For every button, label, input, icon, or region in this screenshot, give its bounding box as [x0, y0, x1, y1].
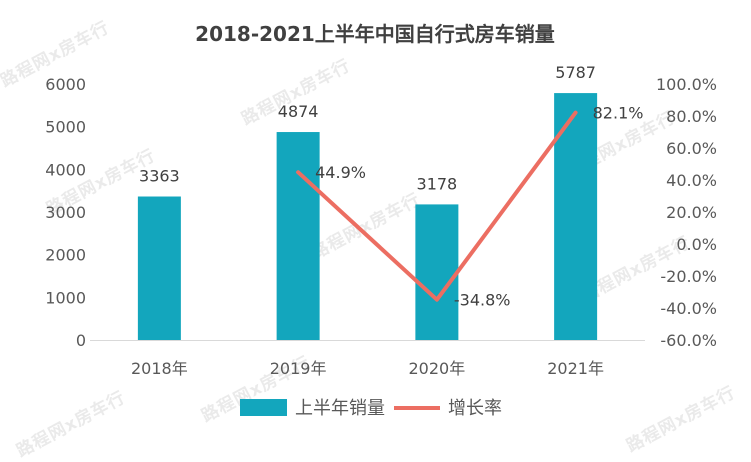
- line-data-labels: 44.9% -34.8% 82.1%: [315, 104, 643, 310]
- right-axis-tick-label: 40.0%: [666, 171, 717, 190]
- right-axis-tick-label: 100.0%: [656, 75, 717, 94]
- bar-data-labels: 3363 4874 3178 5787: [139, 63, 596, 193]
- line-data-label: -34.8%: [454, 291, 511, 310]
- legend-bar-label: 上半年销量: [295, 398, 385, 419]
- left-axis-tick-label: 0: [76, 331, 86, 350]
- legend: 上半年销量 增长率: [240, 398, 502, 419]
- bar-data-label: 3363: [139, 167, 180, 186]
- right-axis-tick-label: 0.0%: [676, 235, 717, 254]
- legend-line-label: 增长率: [448, 398, 502, 419]
- bar-data-label: 4874: [278, 102, 319, 121]
- legend-bar-swatch: [240, 399, 287, 416]
- left-axis-tick-label: 5000: [45, 118, 86, 137]
- bar: [276, 132, 320, 340]
- chart-canvas: 2018-2021上半年中国自行式房车销量 0 1000 2000 3000 4000 5…: [45, 22, 717, 419]
- x-axis-tick-label: 2021年: [547, 359, 604, 378]
- right-axis-tick-label: -20.0%: [660, 267, 717, 286]
- bar-data-label: 3178: [417, 174, 458, 193]
- chart: 路程网x房车行 路程网x房车行 路程网x房车行 路程网x房车行 路程网x房车行 …: [0, 18, 739, 462]
- right-axis-tick-label: 80.0%: [666, 107, 717, 126]
- right-axis-tick-label: 20.0%: [666, 203, 717, 222]
- bar: [415, 204, 459, 340]
- left-axis-tick-label: 3000: [45, 203, 86, 222]
- bar: [137, 196, 181, 340]
- left-axis-tick-label: 2000: [45, 246, 86, 265]
- line-data-label: 44.9%: [315, 163, 366, 182]
- right-axis: -60.0% -40.0% -20.0% 0.0% 20.0% 40.0% 60.0% 80.…: [656, 75, 717, 350]
- left-axis: 0 1000 2000 3000 4000 5000 6000: [45, 75, 86, 350]
- right-axis-tick-label: 60.0%: [666, 139, 717, 158]
- x-axis-labels: 2018年 2019年 2020年 2021年: [131, 359, 604, 378]
- left-axis-tick-label: 4000: [45, 160, 86, 179]
- right-axis-tick-label: -60.0%: [660, 331, 717, 350]
- chart-title: 2018-2021上半年中国自行式房车销量: [195, 22, 555, 46]
- left-axis-tick-label: 1000: [45, 288, 86, 307]
- x-axis-tick-label: 2020年: [409, 359, 466, 378]
- line-data-label: 82.1%: [593, 104, 644, 123]
- x-axis-tick-label: 2019年: [270, 359, 327, 378]
- left-axis-tick-label: 6000: [45, 75, 86, 94]
- bar-data-label: 5787: [555, 63, 596, 82]
- right-axis-tick-label: -40.0%: [660, 299, 717, 318]
- bar-series: [137, 93, 598, 340]
- growth-rate-line: [296, 110, 578, 302]
- x-axis-tick-label: 2018年: [131, 359, 188, 378]
